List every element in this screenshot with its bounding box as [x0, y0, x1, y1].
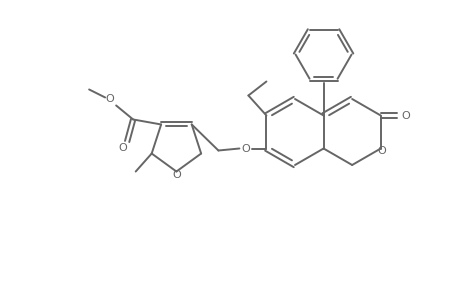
Text: O: O — [401, 110, 409, 121]
Text: O: O — [241, 143, 249, 154]
Text: O: O — [118, 143, 127, 154]
Text: O: O — [376, 146, 385, 155]
Text: O: O — [106, 94, 114, 104]
Text: O: O — [172, 169, 180, 179]
